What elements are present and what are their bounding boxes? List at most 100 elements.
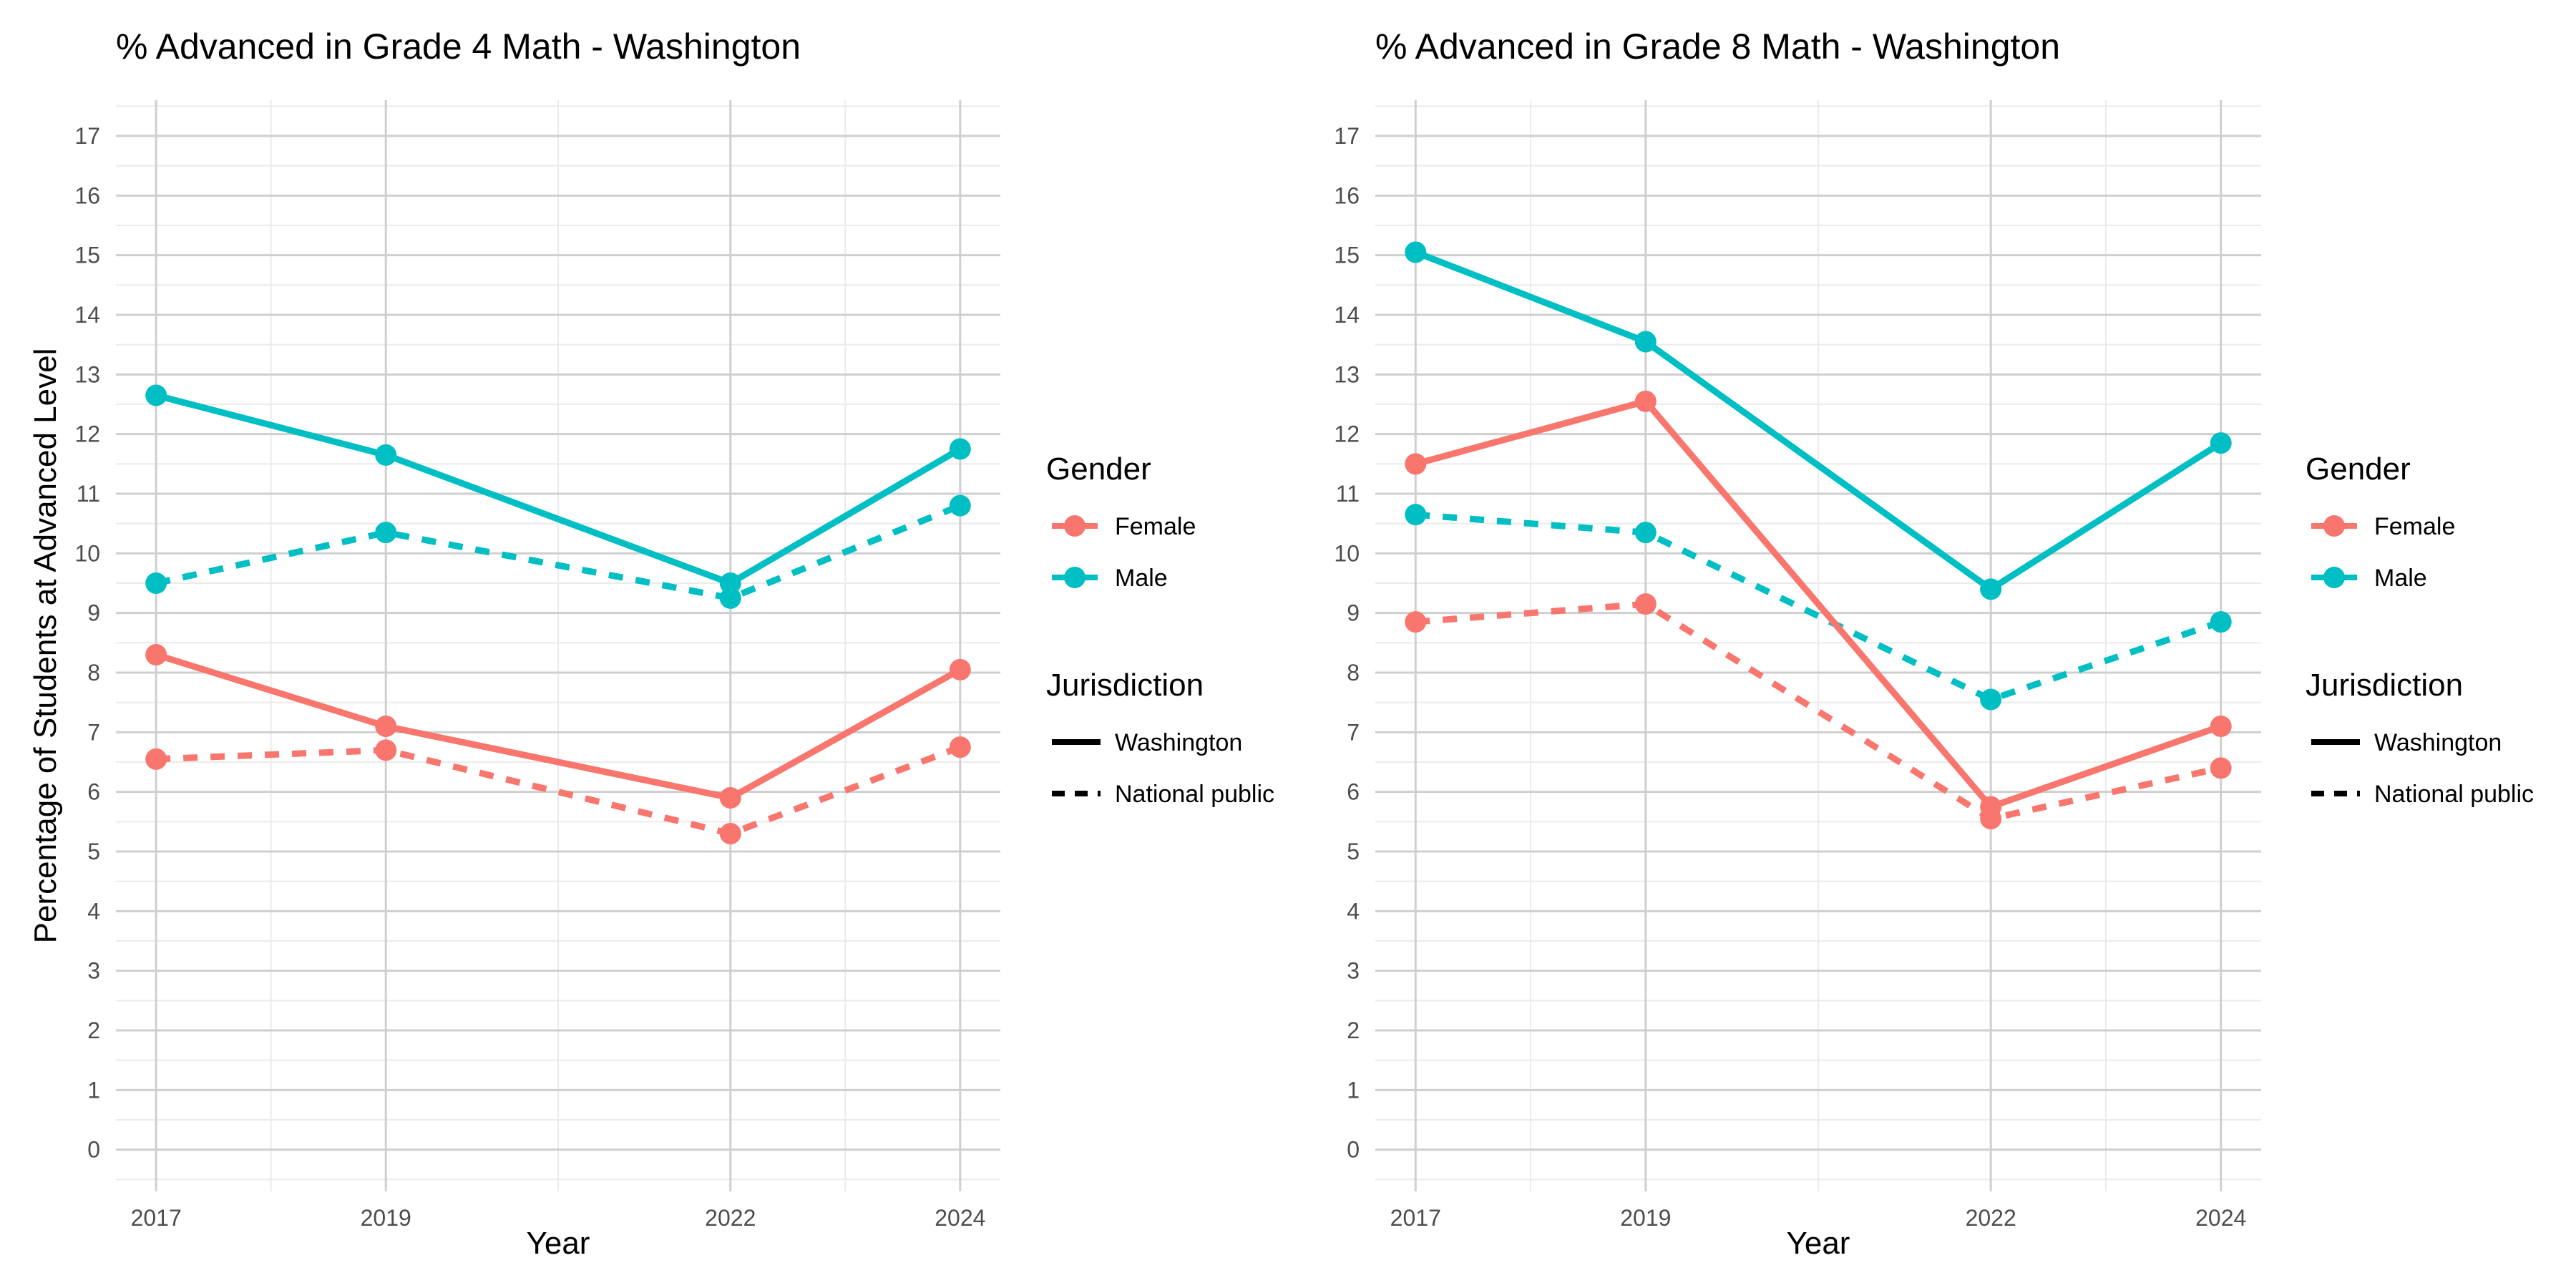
y-tick-label: 3 (87, 958, 100, 984)
x-tick-label: 2017 (131, 1205, 182, 1231)
legend-title-jurisdiction: Jurisdiction (2306, 668, 2463, 703)
y-tick-label: 0 (1347, 1137, 1360, 1163)
y-tick-label: 12 (1334, 421, 1360, 447)
y-tick-label: 9 (87, 600, 100, 626)
series-line (155, 502, 962, 602)
legend-label: Male (2374, 565, 2427, 592)
series-line (1415, 511, 2223, 703)
y-tick-label: 13 (1334, 361, 1360, 387)
y-tick-label: 8 (1347, 660, 1360, 686)
y-tick-label: 6 (1347, 779, 1360, 805)
y-tick-label: 10 (74, 540, 100, 566)
data-point (719, 587, 741, 609)
y-tick-label: 16 (1334, 182, 1360, 208)
y-tick-label: 1 (1347, 1077, 1360, 1103)
legend-key-point (2323, 515, 2345, 537)
legend-label: Male (1115, 565, 1168, 592)
y-tick-label: 16 (74, 182, 100, 208)
x-tick-label: 2022 (705, 1205, 756, 1231)
y-tick-label: 14 (1334, 302, 1360, 328)
y-tick-label: 11 (77, 481, 100, 507)
y-tick-label: 7 (87, 719, 100, 745)
data-point (1634, 331, 1657, 353)
data-point (375, 716, 397, 737)
series-line (156, 743, 962, 837)
data-point (949, 658, 971, 680)
data-point (949, 438, 971, 460)
y-tick-label: 2 (87, 1018, 100, 1043)
data-point (949, 736, 971, 758)
y-tick-label: 5 (87, 839, 100, 864)
data-point (1405, 504, 1427, 526)
data-point (145, 644, 167, 665)
legend-label: Washington (1115, 729, 1242, 756)
legend-key-point (2323, 567, 2345, 588)
data-point (145, 748, 167, 770)
y-tick-label: 0 (87, 1137, 100, 1163)
data-point (1980, 796, 2002, 818)
x-tick-label: 2019 (1620, 1205, 1671, 1231)
data-point (719, 787, 741, 809)
y-tick-label: 1 (87, 1077, 100, 1103)
data-point (1405, 611, 1427, 633)
legend-key-point (1064, 567, 1085, 588)
y-tick-label: 11 (1336, 481, 1360, 507)
y-axis-title: Percentage of Students at Advanced Level (28, 348, 63, 944)
x-axis-title: Year (527, 1226, 590, 1261)
legend-label: Female (1115, 513, 1196, 540)
legend-label: National public (1115, 781, 1274, 808)
data-point (1634, 522, 1657, 544)
legend-label: Female (2374, 513, 2455, 540)
y-tick-label: 17 (1334, 123, 1360, 149)
data-point (1634, 593, 1657, 615)
data-point (2210, 432, 2232, 454)
y-tick-label: 15 (74, 243, 100, 268)
data-point (1634, 390, 1657, 412)
legend-title-gender: Gender (2306, 452, 2411, 487)
legend-title-gender: Gender (1046, 452, 1151, 487)
x-tick-label: 2022 (1966, 1205, 2016, 1231)
legend-label: National public (2374, 781, 2534, 808)
y-tick-label: 15 (1334, 243, 1360, 268)
series-line (1414, 249, 2223, 592)
data-point (2210, 757, 2232, 779)
series-line (155, 392, 962, 587)
series-line (1415, 398, 2223, 810)
y-tick-label: 9 (1347, 600, 1360, 626)
data-point (2210, 716, 2232, 737)
legend-title-jurisdiction: Jurisdiction (1046, 668, 1204, 703)
y-tick-label: 10 (1334, 540, 1360, 566)
x-tick-label: 2024 (935, 1205, 985, 1231)
x-tick-label: 2019 (361, 1205, 411, 1231)
y-tick-label: 12 (74, 421, 100, 447)
data-point (145, 384, 167, 406)
data-point (1405, 241, 1427, 263)
y-tick-label: 8 (87, 660, 100, 686)
y-tick-label: 13 (74, 361, 100, 387)
data-point (1405, 453, 1427, 475)
data-point (375, 444, 397, 466)
y-tick-label: 3 (1347, 958, 1360, 984)
legend-label: Washington (2374, 729, 2502, 756)
y-tick-label: 2 (1347, 1018, 1360, 1043)
chart-title: % Advanced in Grade 8 Math - Washington (1375, 26, 2060, 67)
y-tick-label: 6 (87, 779, 100, 805)
y-tick-label: 14 (74, 302, 100, 328)
data-point (1980, 688, 2002, 711)
data-point (375, 522, 397, 544)
data-point (375, 739, 397, 761)
legend-key-point (1064, 515, 1085, 537)
data-point (1980, 578, 2002, 600)
y-tick-label: 7 (1347, 719, 1360, 745)
chart-title: % Advanced in Grade 4 Math - Washington (116, 26, 801, 67)
x-tick-label: 2024 (2195, 1205, 2246, 1231)
legend: Gender Female Male Jurisdiction Washington Na… (2306, 452, 2534, 808)
data-point (145, 572, 167, 594)
data-point (719, 572, 741, 594)
data-point (949, 494, 971, 517)
x-tick-label: 2017 (1390, 1205, 1441, 1231)
y-tick-label: 5 (1347, 839, 1360, 864)
